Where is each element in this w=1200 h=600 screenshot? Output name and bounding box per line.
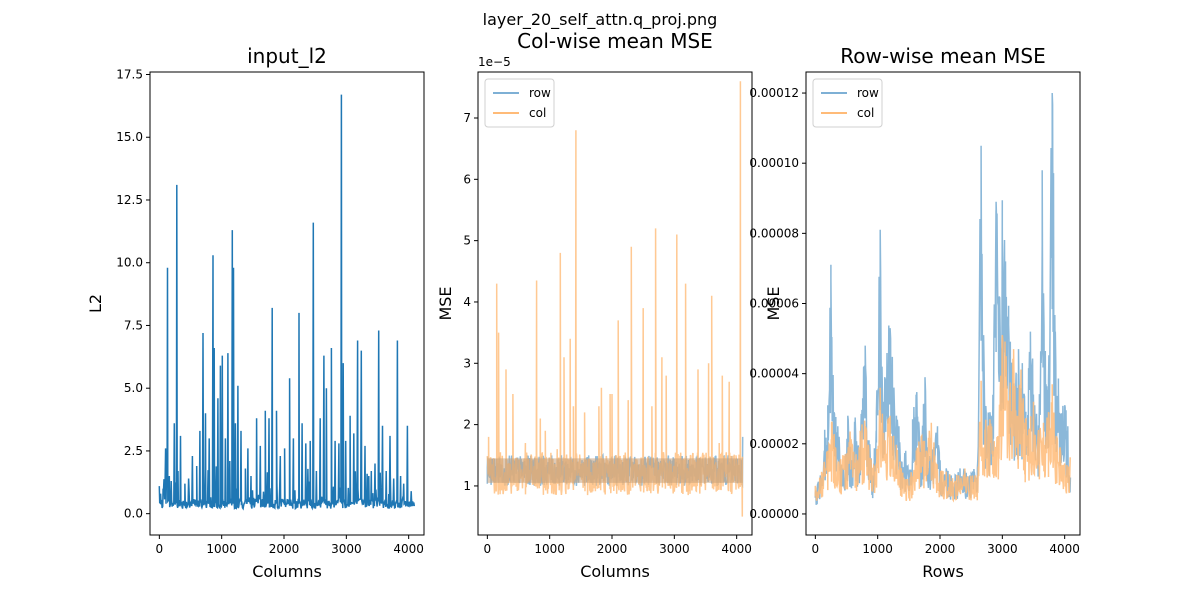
x-tick-label: 0 [484,542,492,556]
axes-frame [477,71,753,536]
y-tick-label: 5 [463,234,471,248]
series-overlap-band [487,458,743,483]
x-tick-label: 3000 [331,542,362,556]
legend-box [484,78,555,128]
x-tick-label: 2000 [597,542,628,556]
legend-label-col: col [529,106,546,120]
y-tick-label: 15.0 [116,130,143,144]
x-tick-label: 1000 [534,542,565,556]
plot-area [158,94,416,511]
x-axis-label: Rows [922,562,964,581]
legend-label-col: col [857,106,874,120]
x-tick-label: 2000 [925,542,956,556]
x-tick-label: 4000 [393,542,424,556]
series-line-row [814,92,1072,505]
y-tick-label: 0.00012 [749,86,799,100]
subplot-2: 0 1000 2000 3000 4000 1 2 3 4 5 6 7 Col-wise mean MS… [436,29,753,581]
y-tick-label: 7 [463,111,471,125]
subplot-title: Row-wise mean MSE [840,44,1045,68]
legend-box [812,78,883,128]
y-tick-label: 0.00000 [749,507,799,521]
y-tick-label: 10.0 [116,256,143,270]
plot-area [486,81,744,517]
x-tick-label: 0 [156,542,164,556]
y-tick-label: 2.5 [124,444,143,458]
subplot-3: 0 1000 2000 3000 4000 0.00000 0.00002 0.00004 0.… [749,44,1081,581]
y-tick-label: 2 [463,418,471,432]
y-tick-label: 0.00006 [749,297,799,311]
legend: row col [812,78,883,128]
y-tick-label: 0.00010 [749,156,799,170]
y-tick-label: 6 [463,172,471,186]
x-tick-label: 4000 [721,542,752,556]
subplot-title: Col-wise mean MSE [517,29,713,53]
legend: row col [484,78,555,128]
x-tick-label: 4000 [1049,542,1080,556]
y-offset-label: 1e−5 [478,55,511,69]
x-axis-label: Columns [252,562,322,581]
y-tick-label: 4 [463,295,471,309]
y-tick-label: 12.5 [116,193,143,207]
y-tick-label: 3 [463,356,471,370]
y-tick-label: 0.00002 [749,437,799,451]
y-tick-label: 7.5 [124,318,143,332]
x-tick-label: 0 [812,542,820,556]
axes-frame [149,71,425,536]
series-line-input-l2 [158,94,416,511]
y-tick-label: 17.5 [116,68,143,82]
figure-suptitle: layer_20_self_attn.q_proj.png [482,10,718,29]
x-tick-label: 3000 [987,542,1018,556]
legend-label-row: row [857,86,879,100]
x-axis-label: Columns [580,562,650,581]
y-tick-label: 0.00004 [749,367,799,381]
x-tick-label: 2000 [269,542,300,556]
subplot-1: 0 1000 2000 3000 4000 0.0 2.5 5.0 7.5 10.0 12.5 15.… [86,44,425,581]
legend-label-row: row [529,86,551,100]
y-tick-label: 1 [463,479,471,493]
y-tick-label: 0.0 [124,507,143,521]
subplot-title: input_l2 [247,44,327,68]
plot-area [814,92,1072,505]
y-tick-label: 5.0 [124,381,143,395]
series-line-col [814,335,1071,503]
series-line-col [486,81,744,517]
y-axis-label: MSE [436,286,455,320]
y-axis-label: L2 [86,294,105,313]
y-axis-label: MSE [764,286,783,320]
y-tick-label: 0.00008 [749,226,799,240]
x-tick-label: 1000 [206,542,237,556]
x-tick-label: 3000 [659,542,690,556]
x-tick-label: 1000 [862,542,893,556]
